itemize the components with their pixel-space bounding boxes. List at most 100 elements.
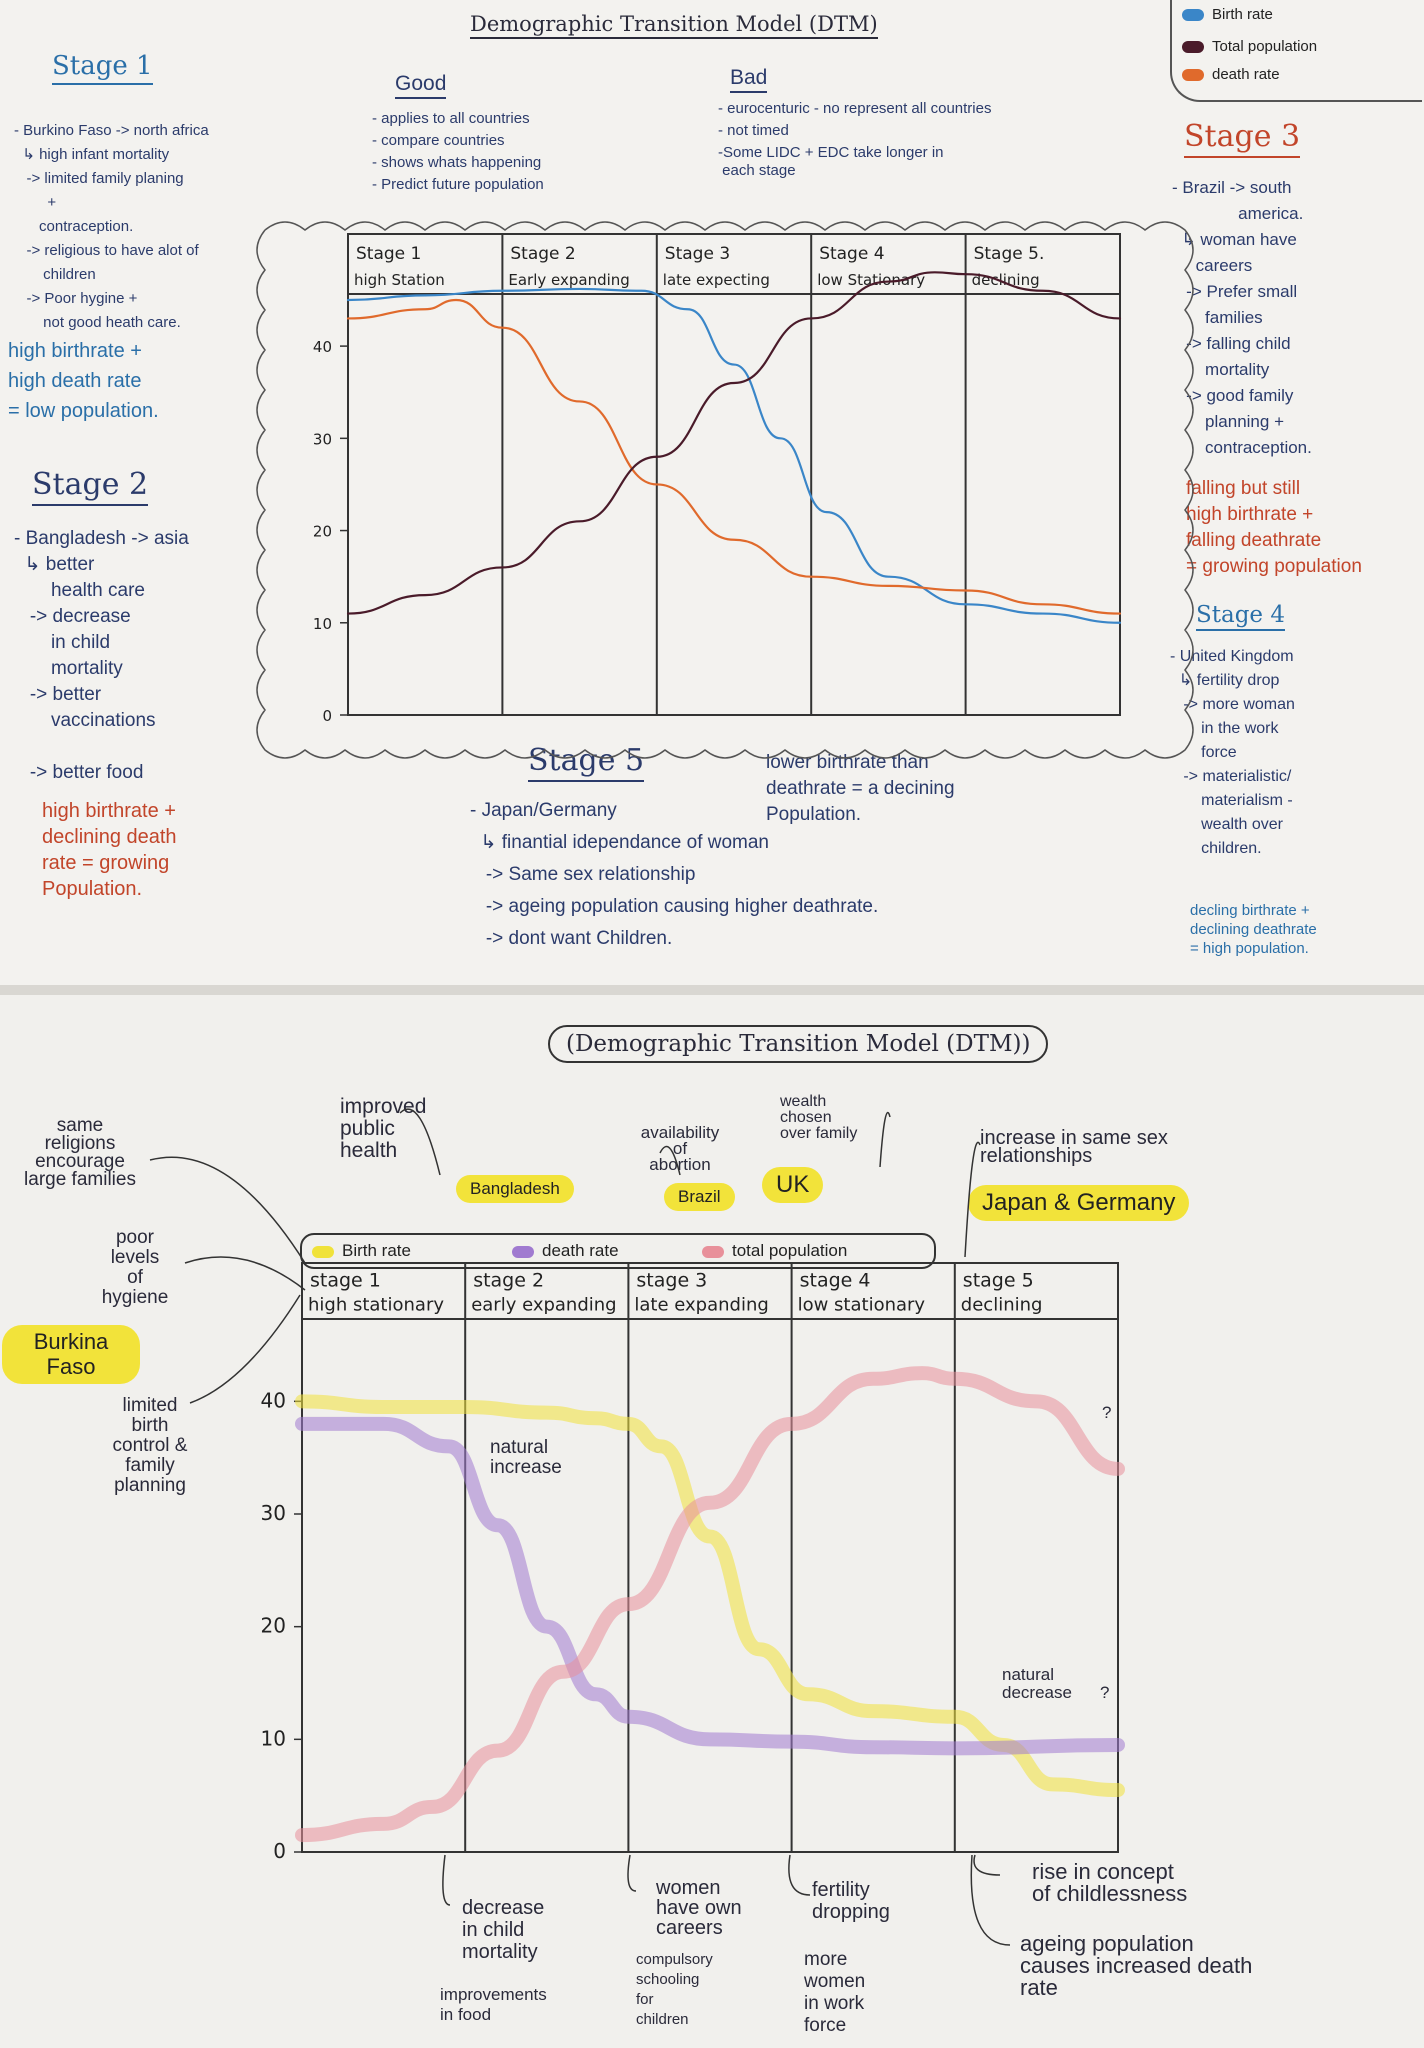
stage-sub-label: late expanding [634,1295,768,1316]
annotation-hygiene-line: levels [110,1247,160,1268]
stage1-line: -> Poor hygine + [14,290,138,307]
stage3-summary-line: falling but still [1186,478,1301,499]
annotation-birth-control-line: control & [112,1435,188,1456]
annotation-arrow [399,1108,441,1176]
stage-sub-label: late expecting [663,271,770,289]
top-legend: Birth rate Total population death rate [1170,0,1422,102]
annotation-arrow [879,1111,891,1168]
pink-swatch-icon [702,1245,724,1258]
stage4-summary-line: declining deathrate [1190,921,1317,938]
annotation-same-sex-line: increase in same sex [980,1127,1168,1149]
y-tick-label: 0 [322,707,332,725]
stage3-line: -> falling child [1172,334,1291,353]
annotation-abortion-line: availability [640,1123,720,1142]
stage1-summary-line: high birthrate + [8,340,142,362]
annotation-stage5-childlessness-line: rise in concept [1032,1859,1174,1884]
chart-frame [347,233,1121,716]
annotation-stage2-food-line: in food [440,2005,492,2024]
bottom-legend-population: total population [702,1241,847,1261]
annotation-arrow [659,1145,681,1176]
stage-label: stage 3 [636,1270,707,1292]
annotation-arrow [149,1156,306,1264]
annotation-stage3-schooling-line: compulsory [636,1951,713,1968]
stage5-line: -> ageing population causing higher deat… [470,896,879,917]
annotation-stage3-careers-line: have own [656,1897,742,1919]
annotation-stage4-women-line: women [804,1971,866,1992]
stage3-line: mortality [1172,360,1270,379]
stage3-line: -> Prefer small [1172,282,1298,301]
annotation-public-health-line: public [340,1117,395,1140]
annotation-question-2-line: ? [1100,1683,1110,1702]
y-tick-label: 10 [313,615,332,633]
bottom-dtm-chart: stage 1 high stationary stage 2 early expan… [149,1108,1125,1946]
series-line-death-rate [295,1416,1125,1756]
annotation-wealth-line: over family [780,1125,858,1142]
stage1-line: contraception. [14,218,134,235]
stage2-line: -> better [14,684,102,705]
stage5-line: - Japan/Germany [470,800,617,821]
annotation-stage5-childlessness-line: of childlessness [1032,1881,1188,1906]
stage2-line: -> decrease [14,606,131,627]
annotation-natural-decrease-line: natural [1002,1665,1054,1684]
stage1-line: ↳ high infant mortality [14,146,170,163]
stage5-heading: Stage 5 [528,743,645,782]
annotation-stage3-careers-line: careers [656,1917,723,1939]
stage1-line: not good heath care. [14,314,181,331]
annotation-stage3-schooling-line: for [636,1991,654,2008]
annotation-stage4-fertility-line: dropping [812,1901,890,1923]
stage5-line: -> dont want Children. [470,928,673,949]
annotation-hygiene-line: of [127,1267,143,1288]
annotation-natural-increase-line: increase [490,1457,562,1478]
stage3-summary-line: high birthrate + [1186,504,1314,525]
stage-label: Stage 4 [819,244,884,264]
annotation-religion-line: religions [44,1133,116,1154]
stage3-line: planning + [1172,412,1284,431]
top-title: Demographic Transition Model (DTM) [470,12,878,40]
annotation-stage2-child-mortality-line: in child [462,1919,525,1941]
annotation-stage4-women-line: more [804,1949,848,1970]
annotation-stage2-child-mortality-line: decrease [462,1897,545,1919]
annotation-natural-increase-line: natural [490,1437,549,1458]
stage2-summary-line: high birthrate + [42,800,176,822]
stage3-line: contraception. [1172,438,1312,457]
y-tick-label: 40 [313,338,332,356]
series-line-total-population [346,271,1122,615]
series-line-birth-rate [346,287,1122,624]
annotation-arrow [788,1854,811,1896]
stage3-line: families [1172,308,1263,327]
annotation-arrow [184,1256,306,1291]
annotation-arrow [627,1854,637,1892]
annotation-stage4-fertility-line: fertility [812,1879,870,1901]
annotation-stage5-ageing-line: ageing population [1020,1931,1194,1956]
stage3-line: america. [1172,204,1304,223]
poster-bottom: (Demographic Transition Model (DTM)) Bir… [0,995,1424,2048]
annotation-birth-control-line: planning [114,1475,186,1496]
annotation-birth-control-line: limited [122,1395,178,1416]
annotation-public-health-line: improved [340,1095,427,1118]
series-line-total-population [295,1366,1125,1843]
country-japan-germany: Japan & Germany [968,1185,1190,1221]
annotation-stage3-schooling-line: children [636,2011,689,2028]
annotation-stage5-ageing-line: rate [1020,1975,1058,2000]
annotation-arrow [189,1294,301,1404]
annotation-wealth-line: chosen [780,1109,832,1126]
stage-sub-label: Early expanding [508,271,629,289]
stage4-summary-line: = high population. [1190,940,1309,957]
maroon-swatch-icon [1182,41,1204,54]
y-tick-label: 20 [313,523,332,541]
y-tick-label: 30 [261,1501,286,1525]
stage3-heading: Stage 3 [1184,119,1301,158]
chart-wavy-border [256,221,1194,759]
bad-heading: Bad [730,66,768,94]
annotation-hygiene-line: poor [115,1227,155,1248]
stage3-line: - Brazil -> south [1172,178,1292,197]
y-tick-label: 10 [261,1726,286,1750]
stage-label: Stage 1 [356,244,421,264]
stage2-line: mortality [14,658,123,679]
bottom-legend: Birth rate death rate total population [300,1233,936,1269]
annotation-natural-decrease-line: decrease [1002,1683,1072,1702]
stage1-line: children [14,266,96,283]
good-heading: Good [395,72,447,100]
yellow-swatch-icon [312,1245,334,1258]
stage-label: Stage 5. [974,244,1045,264]
